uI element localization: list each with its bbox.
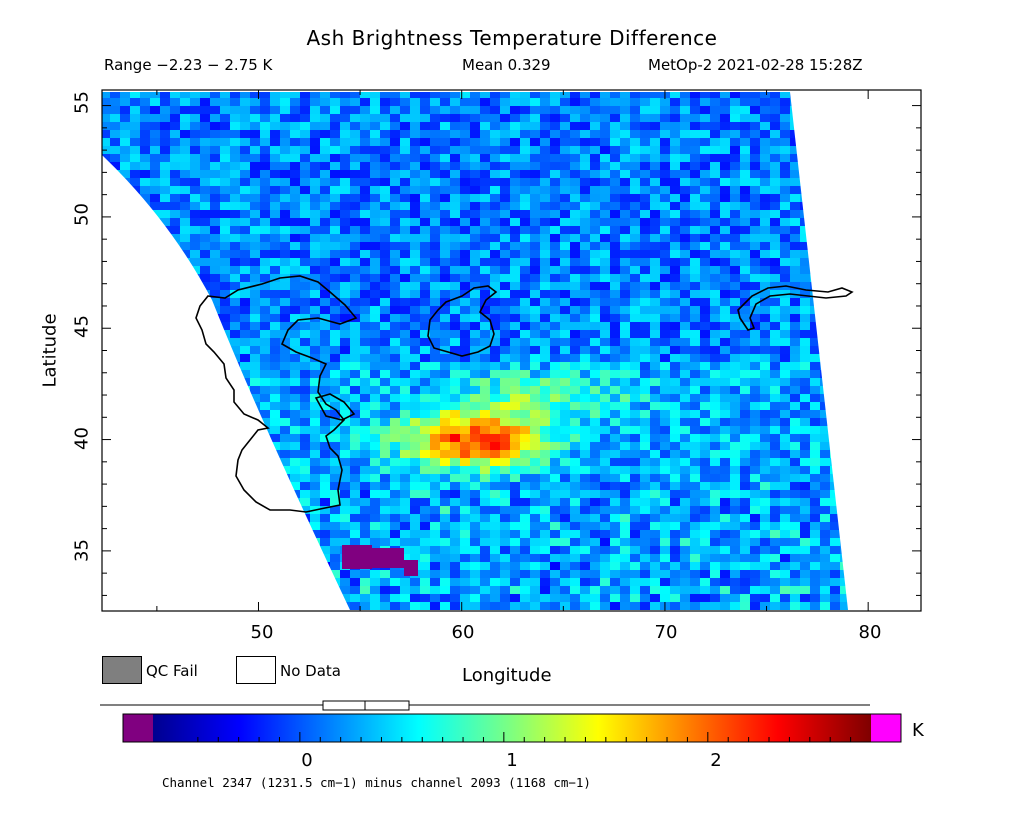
axis-ticks: [102, 90, 921, 611]
x-tick-label: 60: [451, 622, 475, 643]
colorbar-gradient: [153, 714, 871, 742]
colorbar-unit: K: [912, 720, 924, 741]
y-tick-label: 35: [71, 539, 93, 562]
y-tick-label: 55: [71, 91, 93, 114]
colorbar-tick-label: 2: [710, 750, 722, 771]
qc-fail-swatch: [102, 656, 142, 684]
colorbar-mean-marker: [322, 700, 410, 711]
colorbar: [100, 700, 902, 743]
colorbar-below-range: [123, 714, 153, 742]
ash-raster: [102, 92, 848, 610]
y-axis-label: Latitude: [39, 313, 61, 388]
y-tick-label: 40: [71, 427, 93, 450]
x-tick-label: 50: [250, 622, 274, 643]
colorbar-above-range: [871, 714, 901, 742]
x-tick-label: 80: [858, 622, 882, 643]
y-tick-label: 45: [71, 315, 93, 338]
range-text: Range −2.23 − 2.75 K: [104, 56, 273, 74]
map-title: Ash Brightness Temperature Difference: [306, 26, 718, 50]
colorbar-tick-label: 0: [301, 750, 313, 771]
mean-text: Mean 0.329: [462, 56, 551, 74]
no-data-label: No Data: [280, 662, 341, 680]
qc-fail-label: QC Fail: [146, 662, 198, 680]
no-data-swatch: [236, 656, 276, 684]
coastline: [195, 275, 854, 513]
y-tick-label: 50: [71, 203, 93, 226]
satellite-time-text: MetOp-2 2021-02-28 15:28Z: [648, 56, 863, 74]
channel-footnote: Channel 2347 (1231.5 cm−1) minus channel…: [162, 775, 591, 790]
x-axis-label: Longitude: [462, 665, 552, 686]
x-tick-label: 70: [654, 622, 678, 643]
colorbar-tick-label: 1: [506, 750, 518, 771]
